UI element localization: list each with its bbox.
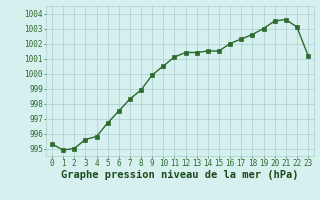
X-axis label: Graphe pression niveau de la mer (hPa): Graphe pression niveau de la mer (hPa) [61, 170, 299, 180]
